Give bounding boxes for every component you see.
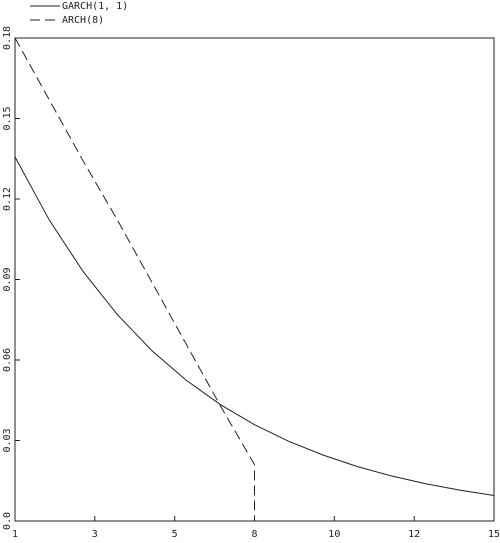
series-line — [14, 156, 495, 497]
y-tick-label: 0.15 — [2, 106, 13, 130]
x-tick-label: 3 — [92, 529, 98, 540]
y-tick-label: 0.0 — [2, 512, 13, 530]
y-tick-label: 0.06 — [2, 348, 13, 372]
x-tick-label: 1 — [12, 529, 18, 540]
x-tick-label: 12 — [408, 529, 420, 540]
x-tick-label: 5 — [172, 529, 178, 540]
x-tick-label: 8 — [251, 529, 257, 540]
y-tick-label: 0.12 — [2, 187, 13, 211]
x-tick-label: 10 — [328, 529, 340, 540]
y-tick-label: 0.03 — [2, 428, 13, 452]
legend-label: ARCH(8) — [62, 15, 104, 26]
y-tick-label: 0.18 — [2, 26, 13, 50]
series-line — [14, 37, 255, 521]
y-tick-label: 0.09 — [2, 267, 13, 291]
legend-label: GARCH(1, 1) — [62, 1, 128, 12]
x-tick-label: 15 — [488, 529, 500, 540]
plot-frame — [14, 37, 495, 522]
